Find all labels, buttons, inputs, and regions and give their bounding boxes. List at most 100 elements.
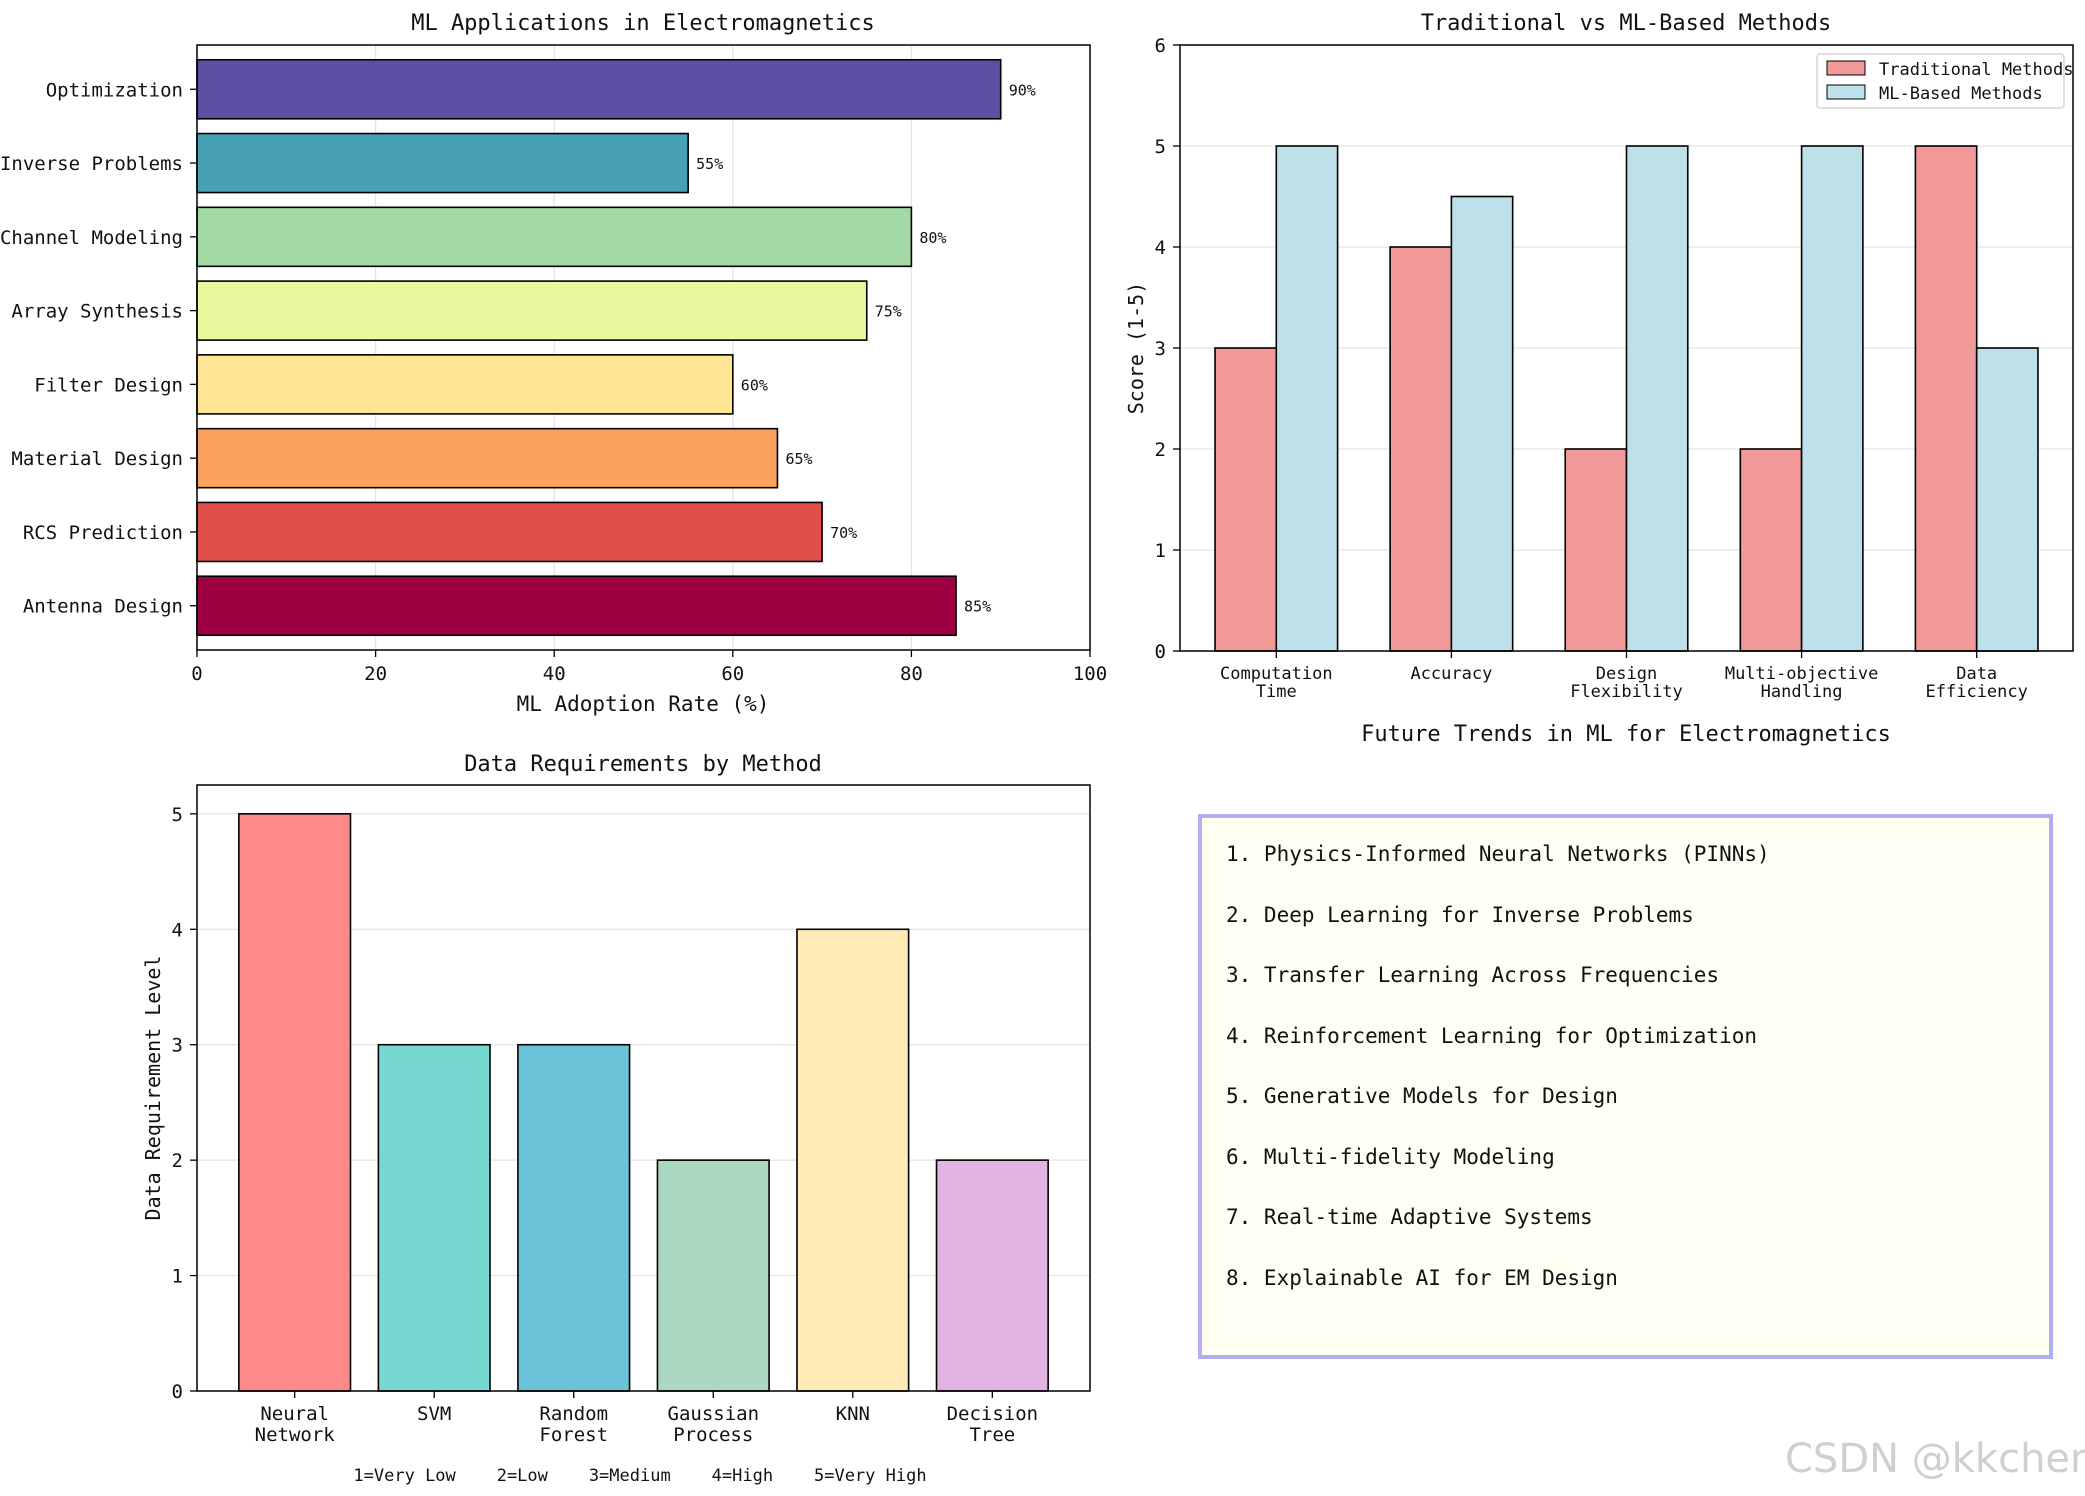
trends-title: Future Trends in ML for Electromagnetics: [1361, 722, 1891, 747]
data-requirements-chart: Data Requirements by Method 0 1 2 3 4 5 Neura…: [141, 752, 1091, 1486]
bar: [1975, 347, 2039, 652]
y-tick-label: 6: [1155, 35, 1166, 57]
bar-value-label: 65%: [785, 450, 812, 468]
bar: [796, 928, 910, 1392]
bar: [1389, 246, 1453, 652]
legend-swatch-ml: [1826, 84, 1866, 100]
category-label: Optimization: [46, 79, 183, 101]
y-tick-label: 1: [172, 1266, 183, 1288]
requirements-chart-title: Data Requirements by Method: [464, 752, 822, 777]
y-tick-label: 2: [1155, 439, 1166, 461]
bar: [377, 1043, 491, 1392]
category-label: Accuracy: [1410, 664, 1492, 684]
x-tick-label: 80: [900, 663, 923, 685]
bar: [1450, 195, 1514, 652]
bar: [517, 1043, 631, 1392]
y-tick-label: 4: [1155, 237, 1166, 259]
legend-frame: [1816, 53, 2065, 109]
category-label: SVM: [417, 1403, 451, 1425]
x-tick-label: 100: [1073, 663, 1107, 685]
category-label: Multi-objective: [1725, 664, 1879, 684]
trend-item: 5. Generative Models for Design: [1226, 1084, 1618, 1108]
y-tick-label: 0: [172, 1381, 183, 1403]
requirements-axes-frame: [196, 784, 1091, 1392]
legend-swatch-traditional: [1826, 60, 1866, 76]
bar-value-label: 70%: [830, 524, 857, 542]
bar: [196, 354, 734, 415]
category-label: Time: [1256, 682, 1297, 702]
y-tick-label: 3: [1155, 338, 1166, 360]
x-tick-label: 60: [721, 663, 744, 685]
y-tick-label: 3: [172, 1035, 183, 1057]
category-label: Forest: [539, 1424, 608, 1446]
y-tick-label: 5: [1155, 136, 1166, 158]
requirements-y-axis-label: Data Requirement Level: [141, 956, 165, 1221]
category-label: KNN: [836, 1403, 870, 1425]
requirements-scale-note: 1=Very Low 2=Low 3=Medium 4=High 5=Very …: [353, 1466, 926, 1486]
bar: [1914, 145, 1978, 652]
method-comparison-chart: Traditional vs ML-Based Methods 0123456 …: [1124, 11, 2074, 702]
bar-value-label: 85%: [964, 598, 991, 616]
bar: [238, 813, 352, 1392]
bar: [1625, 145, 1689, 652]
bar-value-label: 80%: [919, 229, 946, 247]
bar: [1800, 145, 1864, 652]
category-label: Data: [1956, 664, 1997, 684]
category-label: Design: [1596, 664, 1657, 684]
adoption-x-axis-label: ML Adoption Rate (%): [517, 692, 770, 716]
trend-item: 1. Physics-Informed Neural Networks (PIN…: [1226, 842, 1770, 866]
bar-value-label: 55%: [696, 155, 723, 173]
category-label: Array Synthesis: [11, 301, 183, 323]
category-label: Computation: [1220, 664, 1333, 684]
bar: [1275, 145, 1339, 652]
legend-label-traditional: Traditional Methods: [1879, 60, 2073, 80]
x-tick-label: 40: [543, 663, 566, 685]
category-label: Neural: [260, 1403, 329, 1425]
y-tick-label: 2: [172, 1150, 183, 1172]
y-tick-label: 0: [1155, 641, 1166, 663]
category-label: Antenna Design: [23, 596, 183, 618]
watermark: CSDN @kkchenjj: [1785, 1436, 2085, 1482]
bar: [935, 1159, 1049, 1392]
adoption-chart-title: ML Applications in Electromagnetics: [411, 11, 875, 36]
category-label: Network: [255, 1424, 336, 1446]
comparison-chart-title: Traditional vs ML-Based Methods: [1421, 11, 1832, 36]
trend-item: 7. Real-time Adaptive Systems: [1226, 1205, 1593, 1229]
adoption-rate-chart: ML Applications in Electromagnetics 85% 7…: [0, 11, 1107, 716]
y-tick-label: 5: [172, 804, 183, 826]
comparison-legend: Traditional Methods ML-Based Methods: [1816, 53, 2073, 109]
category-label: Handling: [1761, 682, 1843, 702]
category-label: Efficiency: [1926, 682, 2028, 702]
y-tick-label: 4: [172, 919, 183, 941]
category-label: Filter Design: [34, 374, 183, 396]
category-label: Tree: [969, 1424, 1015, 1446]
bar: [1739, 448, 1803, 652]
category-label: Decision: [947, 1403, 1039, 1425]
category-label: Channel Modeling: [0, 227, 183, 249]
legend-label-ml: ML-Based Methods: [1879, 84, 2043, 104]
comparison-y-axis-label: Score (1-5): [1124, 282, 1148, 414]
bar: [196, 58, 1002, 120]
bar: [196, 280, 868, 341]
future-trends-box: 1. Physics-Informed Neural Networks (PIN…: [1198, 814, 2053, 1359]
trend-item: 6. Multi-fidelity Modeling: [1226, 1144, 1555, 1169]
bar: [196, 132, 689, 194]
bar: [1214, 347, 1278, 652]
category-label: Flexibility: [1570, 682, 1683, 702]
trend-item: 8. Explainable AI for EM Design: [1226, 1265, 1618, 1290]
bar: [1564, 448, 1628, 652]
bar: [196, 501, 823, 563]
bar: [196, 575, 957, 637]
bar-value-label: 75%: [875, 303, 902, 321]
trend-item: 3. Transfer Learning Across Frequencies: [1226, 963, 1720, 987]
trend-item: 4. Reinforcement Learning for Optimizati…: [1226, 1023, 1758, 1048]
category-label: RCS Prediction: [23, 522, 183, 544]
bar: [656, 1159, 770, 1392]
bar: [196, 206, 913, 268]
bar-value-label: 60%: [741, 376, 768, 394]
adoption-axes-frame: [196, 44, 1091, 651]
category-label: Material Design: [11, 448, 183, 470]
category-label: Gaussian: [668, 1403, 760, 1425]
y-tick-label: 1: [1155, 540, 1166, 562]
x-tick-label: 20: [364, 663, 387, 685]
